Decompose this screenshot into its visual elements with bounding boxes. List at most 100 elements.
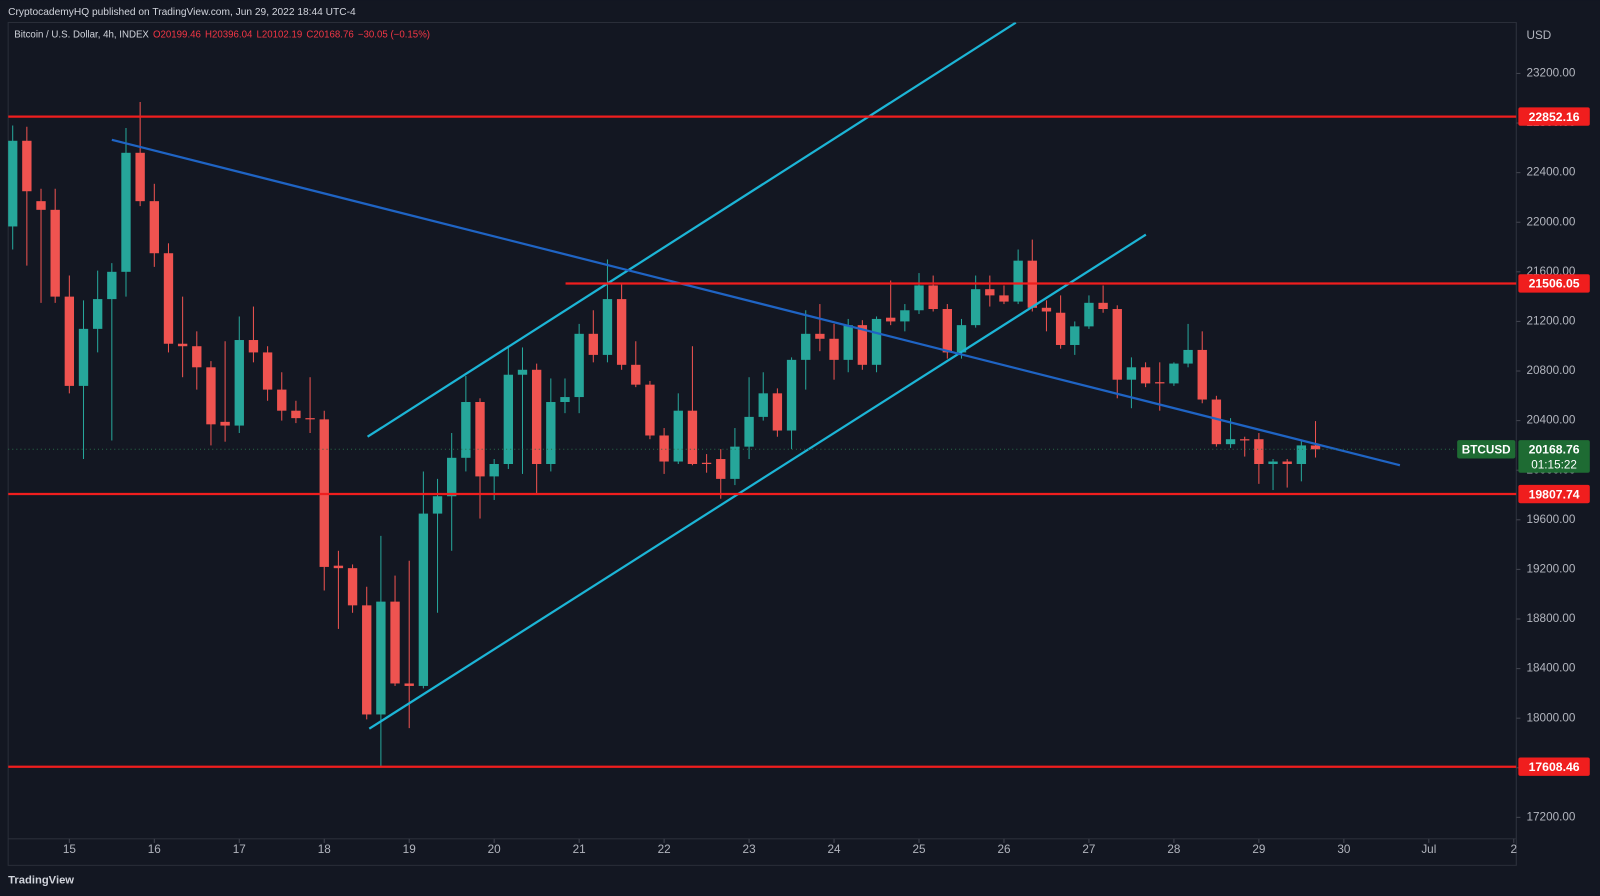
- candle-body: [475, 402, 485, 477]
- candle-body: [107, 271, 117, 300]
- candle-body: [333, 565, 344, 569]
- level-label: 22852.16: [1529, 110, 1580, 124]
- y-tick-label: 17200.00: [1527, 810, 1576, 823]
- candle-body: [404, 683, 414, 686]
- level-badge: [1518, 484, 1590, 504]
- candle-body: [1098, 302, 1108, 310]
- candle-body: [1310, 445, 1321, 450]
- candle-body: [645, 384, 655, 436]
- x-tick-label: 19: [403, 843, 416, 856]
- candle-body: [489, 464, 499, 477]
- x-tick-label: Jul: [1421, 843, 1436, 856]
- candle-body: [1211, 399, 1222, 445]
- ohlc-low: L20102.19: [256, 29, 302, 40]
- candle-body: [1041, 307, 1052, 312]
- candle-body: [262, 352, 273, 390]
- plot-frame: [7, 21, 1517, 866]
- y-tick-label: 18400.00: [1527, 662, 1576, 675]
- candle-body: [772, 393, 783, 431]
- y-tick-label: 19600.00: [1527, 513, 1576, 526]
- candle-body: [574, 333, 584, 398]
- y-tick-label: 22000.00: [1527, 215, 1576, 228]
- ohlc-high: H20396.04: [205, 29, 253, 40]
- publisher: CryptocademyHQ published on TradingView.…: [8, 7, 356, 18]
- candle-body: [1070, 326, 1080, 345]
- candle-body: [121, 152, 131, 272]
- x-tick-label: 18: [318, 843, 332, 856]
- candle-body: [758, 393, 768, 417]
- candle-body: [857, 325, 868, 365]
- candle-body: [1055, 312, 1066, 345]
- candle-body: [8, 140, 18, 227]
- candle-body: [248, 340, 259, 353]
- x-tick-label: 30: [1337, 843, 1351, 856]
- y-tick-label: 23200.00: [1527, 67, 1576, 80]
- level-badge: [1518, 274, 1590, 293]
- symbol-badge: [1457, 440, 1516, 459]
- x-tick-label: 2: [1511, 843, 1518, 856]
- candle-body: [64, 296, 75, 386]
- candle-body: [602, 299, 613, 355]
- ohlc-open: O20199.46: [153, 29, 201, 40]
- candle-body: [1169, 363, 1179, 384]
- candle-body: [786, 359, 797, 431]
- logo: TradingView: [8, 875, 74, 887]
- candle-body: [1197, 349, 1207, 400]
- candle-body: [461, 402, 471, 458]
- candle-body: [376, 601, 386, 715]
- candle-body: [999, 295, 1009, 302]
- candle-body: [362, 605, 372, 715]
- candle-body: [432, 496, 443, 514]
- candle-body: [1084, 302, 1094, 327]
- candle-body: [942, 309, 953, 353]
- level-label: 19807.74: [1529, 487, 1580, 501]
- candle-body: [418, 513, 429, 686]
- candle-body: [390, 601, 400, 684]
- x-tick-label: 17: [233, 843, 246, 856]
- candle-body: [1225, 439, 1236, 445]
- candle-body: [192, 346, 202, 368]
- candle-body: [517, 369, 528, 375]
- candle-body: [277, 389, 287, 411]
- last-price-label: 20168.76: [1529, 443, 1580, 457]
- candle-body: [560, 397, 570, 403]
- candle-body: [1183, 349, 1193, 364]
- x-tick-label: 29: [1252, 843, 1265, 856]
- candle-body: [687, 410, 698, 465]
- candle-body: [631, 364, 641, 385]
- candle-body: [716, 459, 726, 479]
- y-tick-label: 20400.00: [1527, 414, 1576, 427]
- candle-body: [673, 410, 683, 462]
- x-tick-label: 21: [573, 843, 586, 856]
- candle-body: [149, 201, 159, 254]
- candle-body: [900, 310, 910, 322]
- candle-body: [36, 201, 46, 210]
- candle-body: [291, 410, 301, 419]
- candle-body: [503, 374, 514, 465]
- candle-body: [730, 446, 740, 479]
- level-label: 21506.05: [1529, 277, 1580, 291]
- candle-body: [347, 568, 358, 606]
- candle-body: [546, 402, 556, 465]
- symbol: Bitcoin / U.S. Dollar, 4h, INDEX: [14, 29, 149, 40]
- currency: USD: [1527, 29, 1552, 42]
- candle-body: [970, 289, 981, 326]
- candle-body: [1296, 445, 1307, 465]
- countdown-label: 01:15:22: [1531, 459, 1577, 472]
- y-tick-label: 18000.00: [1527, 711, 1576, 724]
- candle-body: [616, 299, 627, 365]
- trendline: [111, 138, 1401, 467]
- candle-body: [1268, 461, 1278, 465]
- candle-body: [914, 285, 924, 311]
- level-badge: [1518, 757, 1590, 776]
- candle-body: [163, 253, 174, 344]
- y-tick-label: 19200.00: [1527, 562, 1576, 575]
- candle-body: [1140, 367, 1151, 384]
- plot: [8, 22, 1517, 768]
- candle-body: [701, 462, 712, 465]
- y-tick-label: 22400.00: [1527, 166, 1576, 179]
- candle-body: [305, 418, 315, 420]
- candle-body: [50, 209, 60, 297]
- candle-body: [956, 325, 967, 353]
